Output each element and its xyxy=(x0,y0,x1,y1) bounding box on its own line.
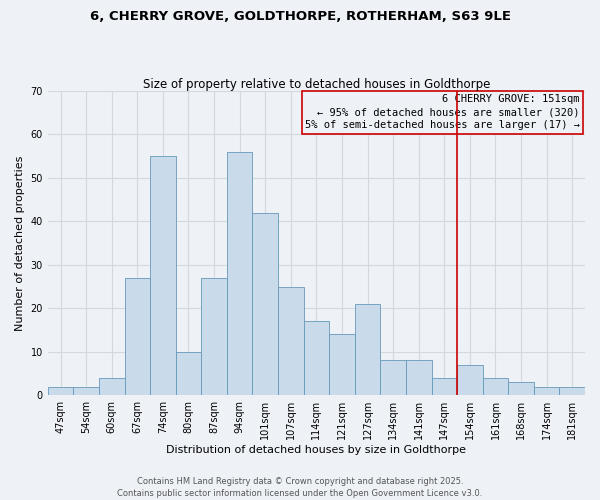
Bar xyxy=(559,386,585,395)
Bar xyxy=(253,212,278,395)
Bar xyxy=(150,156,176,395)
Bar xyxy=(329,334,355,395)
Bar xyxy=(201,278,227,395)
X-axis label: Distribution of detached houses by size in Goldthorpe: Distribution of detached houses by size … xyxy=(166,445,466,455)
Bar xyxy=(278,286,304,395)
Bar xyxy=(304,322,329,395)
Bar xyxy=(406,360,431,395)
Bar xyxy=(176,352,201,395)
Y-axis label: Number of detached properties: Number of detached properties xyxy=(15,156,25,331)
Bar xyxy=(508,382,534,395)
Bar xyxy=(431,378,457,395)
Bar xyxy=(227,152,253,395)
Bar xyxy=(482,378,508,395)
Bar xyxy=(380,360,406,395)
Title: Size of property relative to detached houses in Goldthorpe: Size of property relative to detached ho… xyxy=(143,78,490,91)
Text: 6, CHERRY GROVE, GOLDTHORPE, ROTHERHAM, S63 9LE: 6, CHERRY GROVE, GOLDTHORPE, ROTHERHAM, … xyxy=(89,10,511,23)
Text: Contains HM Land Registry data © Crown copyright and database right 2025.
Contai: Contains HM Land Registry data © Crown c… xyxy=(118,476,482,498)
Bar xyxy=(99,378,125,395)
Bar xyxy=(534,386,559,395)
Text: 6 CHERRY GROVE: 151sqm
← 95% of detached houses are smaller (320)
5% of semi-det: 6 CHERRY GROVE: 151sqm ← 95% of detached… xyxy=(305,94,580,130)
Bar xyxy=(457,365,482,395)
Bar xyxy=(355,304,380,395)
Bar xyxy=(73,386,99,395)
Bar xyxy=(125,278,150,395)
Bar xyxy=(48,386,73,395)
